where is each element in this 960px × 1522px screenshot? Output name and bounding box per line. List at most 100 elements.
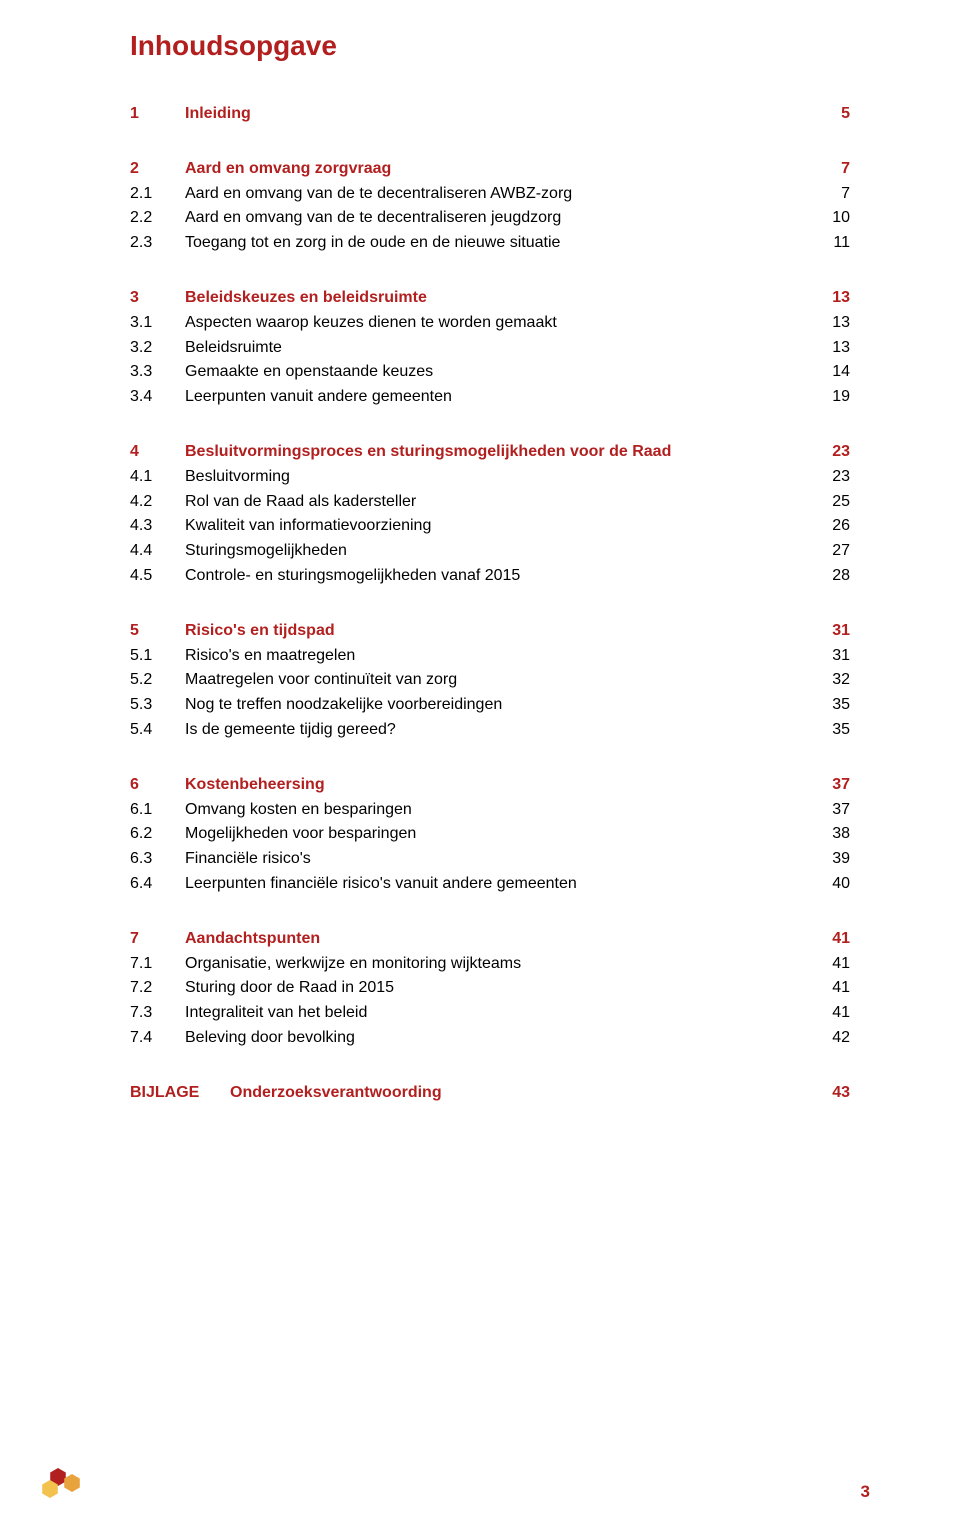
toc-item-row[interactable]: 2.1Aard en omvang van de te decentralise… xyxy=(130,182,850,207)
toc-item-page: 11 xyxy=(810,231,850,256)
toc-item-num: 7.2 xyxy=(130,976,185,1001)
logo-icon xyxy=(40,1447,95,1502)
toc-heading-row[interactable]: 1Inleiding5 xyxy=(130,102,850,127)
toc-item-num: 5.2 xyxy=(130,668,185,693)
toc-item-row[interactable]: 6.3Financiële risico's39 xyxy=(130,847,850,872)
toc-item-num: 6.2 xyxy=(130,822,185,847)
toc-item-label: Maatregelen voor continuïteit van zorg xyxy=(185,668,810,693)
toc-section: 1Inleiding5 xyxy=(130,102,850,127)
toc-section: 7Aandachtspunten417.1Organisatie, werkwi… xyxy=(130,927,850,1051)
toc-item-row[interactable]: 4.5Controle- en sturingsmogelijkheden va… xyxy=(130,564,850,589)
toc-item-label: Beleidsruimte xyxy=(185,336,810,361)
toc-item-page: 35 xyxy=(810,718,850,743)
toc-item-row[interactable]: 4.3Kwaliteit van informatievoorziening26 xyxy=(130,514,850,539)
toc-item-label: Aard en omvang van de te decentraliseren… xyxy=(185,182,810,207)
toc-item-num: 2.2 xyxy=(130,206,185,231)
toc-item-label: Besluitvorming xyxy=(185,465,810,490)
toc-heading-row[interactable]: 7Aandachtspunten41 xyxy=(130,927,850,952)
toc-item-label: Leerpunten financiële risico's vanuit an… xyxy=(185,872,810,897)
toc-heading-num: 3 xyxy=(130,286,185,311)
toc-heading-page: 7 xyxy=(810,157,850,182)
toc-item-row[interactable]: 4.1Besluitvorming23 xyxy=(130,465,850,490)
toc-heading-page: 43 xyxy=(810,1081,850,1106)
toc-item-page: 7 xyxy=(810,182,850,207)
toc-item-page: 25 xyxy=(810,490,850,515)
toc-item-label: Controle- en sturingsmogelijkheden vanaf… xyxy=(185,564,810,589)
toc-item-num: 7.3 xyxy=(130,1001,185,1026)
toc-item-label: Nog te treffen noodzakelijke voorbereidi… xyxy=(185,693,810,718)
toc-heading-num: 1 xyxy=(130,102,185,127)
toc-heading-page: 13 xyxy=(810,286,850,311)
toc-item-page: 27 xyxy=(810,539,850,564)
toc-item-row[interactable]: 4.2Rol van de Raad als kadersteller25 xyxy=(130,490,850,515)
toc-item-label: Organisatie, werkwijze en monitoring wij… xyxy=(185,952,810,977)
toc-item-row[interactable]: 5.1Risico's en maatregelen31 xyxy=(130,644,850,669)
toc-item-num: 6.4 xyxy=(130,872,185,897)
toc-item-row[interactable]: 3.1Aspecten waarop keuzes dienen te word… xyxy=(130,311,850,336)
toc-heading-row[interactable]: 4Besluitvormingsproces en sturingsmogeli… xyxy=(130,440,850,465)
toc-item-page: 35 xyxy=(810,693,850,718)
toc-item-num: 7.4 xyxy=(130,1026,185,1051)
toc-heading-num: 4 xyxy=(130,440,185,465)
toc-item-label: Rol van de Raad als kadersteller xyxy=(185,490,810,515)
toc-item-page: 14 xyxy=(810,360,850,385)
toc-item-row[interactable]: 6.2Mogelijkheden voor besparingen38 xyxy=(130,822,850,847)
toc-heading-num: 5 xyxy=(130,619,185,644)
toc-item-num: 6.3 xyxy=(130,847,185,872)
toc-section: 4Besluitvormingsproces en sturingsmogeli… xyxy=(130,440,850,589)
toc-item-label: Integraliteit van het beleid xyxy=(185,1001,810,1026)
toc-item-page: 10 xyxy=(810,206,850,231)
toc-item-page: 42 xyxy=(810,1026,850,1051)
toc-item-page: 26 xyxy=(810,514,850,539)
toc-item-page: 23 xyxy=(810,465,850,490)
toc-heading-label: Beleidskeuzes en beleidsruimte xyxy=(185,286,810,311)
toc-item-page: 41 xyxy=(810,1001,850,1026)
toc-item-row[interactable]: 3.4Leerpunten vanuit andere gemeenten19 xyxy=(130,385,850,410)
toc-item-num: 2.3 xyxy=(130,231,185,256)
toc-item-page: 41 xyxy=(810,952,850,977)
toc-item-label: Beleving door bevolking xyxy=(185,1026,810,1051)
toc-heading-row[interactable]: 2Aard en omvang zorgvraag7 xyxy=(130,157,850,182)
toc-item-num: 4.5 xyxy=(130,564,185,589)
toc-item-row[interactable]: 5.3Nog te treffen noodzakelijke voorbere… xyxy=(130,693,850,718)
toc-item-row[interactable]: 7.4Beleving door bevolking42 xyxy=(130,1026,850,1051)
toc-heading-page: 23 xyxy=(810,440,850,465)
toc-heading-page: 31 xyxy=(810,619,850,644)
toc-section: 6Kostenbeheersing376.1Omvang kosten en b… xyxy=(130,773,850,897)
footer: 3 xyxy=(40,1447,870,1502)
toc-item-row[interactable]: 3.3Gemaakte en openstaande keuzes14 xyxy=(130,360,850,385)
toc-item-row[interactable]: 5.4Is de gemeente tijdig gereed?35 xyxy=(130,718,850,743)
toc-item-page: 28 xyxy=(810,564,850,589)
toc-heading-page: 5 xyxy=(810,102,850,127)
toc-item-page: 38 xyxy=(810,822,850,847)
toc-section: 3Beleidskeuzes en beleidsruimte133.1Aspe… xyxy=(130,286,850,410)
toc-item-label: Toegang tot en zorg in de oude en de nie… xyxy=(185,231,810,256)
toc-heading-label: Besluitvormingsproces en sturingsmogelij… xyxy=(185,440,810,465)
toc-item-label: Kwaliteit van informatievoorziening xyxy=(185,514,810,539)
toc-item-num: 3.4 xyxy=(130,385,185,410)
toc-item-row[interactable]: 2.2Aard en omvang van de te decentralise… xyxy=(130,206,850,231)
toc-heading-row[interactable]: BIJLAGEOnderzoeksverantwoording43 xyxy=(130,1081,850,1106)
toc-item-row[interactable]: 6.1Omvang kosten en besparingen37 xyxy=(130,798,850,823)
toc-item-label: Gemaakte en openstaande keuzes xyxy=(185,360,810,385)
toc-item-row[interactable]: 3.2Beleidsruimte13 xyxy=(130,336,850,361)
toc-item-row[interactable]: 7.2Sturing door de Raad in 201541 xyxy=(130,976,850,1001)
toc-item-row[interactable]: 5.2Maatregelen voor continuïteit van zor… xyxy=(130,668,850,693)
toc-heading-row[interactable]: 3Beleidskeuzes en beleidsruimte13 xyxy=(130,286,850,311)
toc-item-row[interactable]: 4.4Sturingsmogelijkheden27 xyxy=(130,539,850,564)
toc-heading-label: Aard en omvang zorgvraag xyxy=(185,157,810,182)
toc-item-row[interactable]: 2.3Toegang tot en zorg in de oude en de … xyxy=(130,231,850,256)
toc-item-page: 39 xyxy=(810,847,850,872)
toc-section: 2Aard en omvang zorgvraag72.1Aard en omv… xyxy=(130,157,850,256)
toc-heading-row[interactable]: 6Kostenbeheersing37 xyxy=(130,773,850,798)
toc-item-row[interactable]: 6.4Leerpunten financiële risico's vanuit… xyxy=(130,872,850,897)
toc-item-label: Aard en omvang van de te decentraliseren… xyxy=(185,206,810,231)
toc-item-page: 13 xyxy=(810,336,850,361)
page: Inhoudsopgave 1Inleiding52Aard en omvang… xyxy=(0,0,960,1522)
toc-item-num: 5.3 xyxy=(130,693,185,718)
toc-item-page: 19 xyxy=(810,385,850,410)
toc-item-num: 6.1 xyxy=(130,798,185,823)
toc-item-row[interactable]: 7.3Integraliteit van het beleid41 xyxy=(130,1001,850,1026)
toc-item-row[interactable]: 7.1Organisatie, werkwijze en monitoring … xyxy=(130,952,850,977)
toc-heading-row[interactable]: 5Risico's en tijdspad31 xyxy=(130,619,850,644)
